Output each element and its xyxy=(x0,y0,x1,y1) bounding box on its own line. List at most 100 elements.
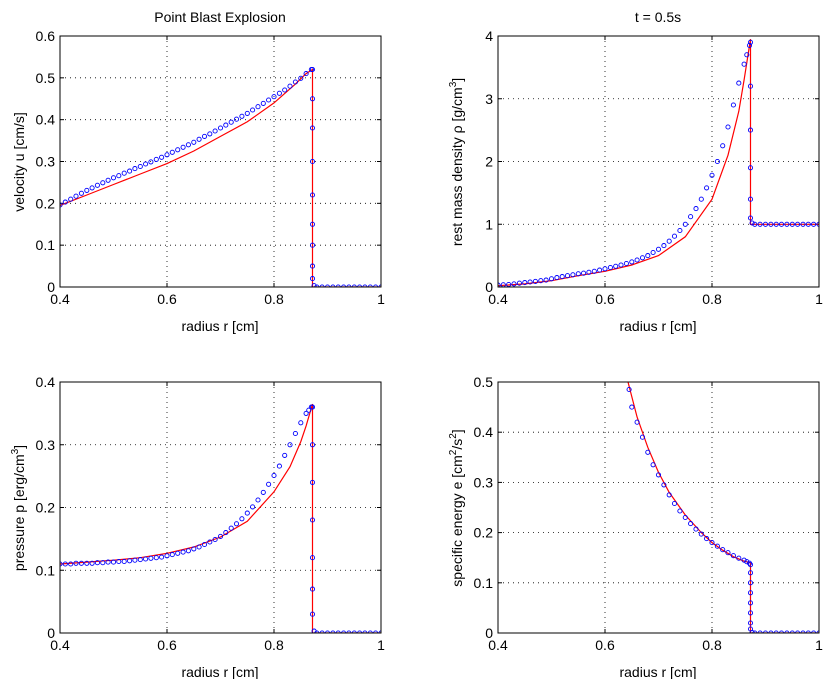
y-tick-label: 0 xyxy=(485,625,493,641)
data-point xyxy=(233,116,240,122)
data-point xyxy=(309,586,316,592)
data-point xyxy=(747,620,754,626)
data-point xyxy=(747,83,754,89)
data-point xyxy=(260,100,266,106)
data-point xyxy=(196,544,202,550)
data-point xyxy=(201,133,208,139)
data-point xyxy=(714,158,720,165)
data-point xyxy=(330,630,336,633)
data-point xyxy=(148,555,154,561)
y-tick-label: 0.4 xyxy=(474,424,494,440)
data-point xyxy=(527,279,533,285)
data-point xyxy=(309,479,316,485)
data-point xyxy=(292,79,298,85)
data-point xyxy=(169,552,175,558)
data-point xyxy=(68,196,74,202)
axes-frame xyxy=(59,381,382,634)
data-point xyxy=(84,560,90,566)
data-point xyxy=(324,630,331,633)
data-point xyxy=(309,442,316,448)
data-point xyxy=(282,452,288,458)
data-point xyxy=(228,525,234,531)
x-tick-label: 0.4 xyxy=(50,291,70,307)
data-point xyxy=(223,530,229,536)
data-point xyxy=(720,143,726,149)
x-tick-label: 1 xyxy=(377,291,385,307)
y-tick-label: 0.5 xyxy=(474,374,494,390)
y-axis-label: velocity u [cm/s] xyxy=(11,112,27,212)
data-point xyxy=(532,278,538,284)
data-point xyxy=(671,500,678,507)
data-point xyxy=(602,266,608,272)
data-point xyxy=(169,149,175,155)
data-point xyxy=(741,61,747,67)
axes-frame xyxy=(497,35,820,288)
data-point xyxy=(110,559,117,565)
data-point xyxy=(746,42,753,48)
data-point xyxy=(309,276,316,282)
y-tick-label: 3 xyxy=(485,91,493,107)
data-point xyxy=(747,580,754,586)
data-point xyxy=(309,242,316,248)
data-point xyxy=(800,630,806,633)
data-point xyxy=(244,510,250,516)
y-tick-label: 0 xyxy=(485,279,493,295)
data-point xyxy=(314,630,320,633)
data-point xyxy=(78,560,84,566)
data-point xyxy=(655,246,662,252)
data-point xyxy=(105,177,111,183)
data-point xyxy=(73,560,79,566)
data-point xyxy=(127,558,133,564)
data-point xyxy=(795,221,801,227)
axes-frame xyxy=(497,381,820,634)
data-point xyxy=(311,283,317,287)
chart-velocity: Point Blast Explosion radius r [cm] velo… xyxy=(11,9,385,334)
data-point xyxy=(212,128,218,134)
data-point xyxy=(516,280,522,286)
data-point xyxy=(548,276,555,282)
data-point xyxy=(191,139,197,145)
data-point xyxy=(747,610,754,616)
data-point xyxy=(309,192,316,198)
y-tick-label: 0.4 xyxy=(36,374,56,390)
data-point xyxy=(747,562,754,568)
data-point xyxy=(730,553,736,559)
data-point xyxy=(666,238,672,244)
data-point xyxy=(335,630,341,633)
data-point xyxy=(784,221,790,227)
y-tick-label: 0.2 xyxy=(36,500,56,516)
data-point xyxy=(292,430,298,437)
x-tick-label: 0.4 xyxy=(488,291,508,307)
y-tick-label: 2 xyxy=(485,154,493,170)
data-point xyxy=(498,282,501,287)
data-point xyxy=(744,52,750,58)
superscript: 3 xyxy=(10,448,21,454)
data-point xyxy=(693,206,699,212)
data-point xyxy=(309,404,316,410)
data-point xyxy=(773,630,779,633)
data-point xyxy=(747,215,754,221)
data-point xyxy=(581,270,587,276)
data-point xyxy=(175,147,181,153)
data-point xyxy=(303,410,309,416)
data-point xyxy=(682,221,688,227)
data-point xyxy=(591,268,597,274)
data-point xyxy=(688,214,694,220)
data-point xyxy=(260,489,266,495)
data-point xyxy=(725,550,731,556)
y-tick-label: 0.4 xyxy=(36,112,56,128)
data-point xyxy=(747,196,754,202)
data-point xyxy=(105,559,111,565)
y-tick-label: 0 xyxy=(47,625,55,641)
data-point xyxy=(570,272,576,278)
data-point xyxy=(180,549,186,555)
data-point xyxy=(768,630,774,633)
data-point xyxy=(94,560,100,566)
y-tick-label: 0.1 xyxy=(36,562,56,578)
data-point xyxy=(634,419,640,425)
data-point xyxy=(223,122,229,128)
data-point xyxy=(677,508,683,514)
x-tick-label: 1 xyxy=(377,637,385,653)
data-point xyxy=(618,262,624,268)
data-point xyxy=(747,39,754,45)
